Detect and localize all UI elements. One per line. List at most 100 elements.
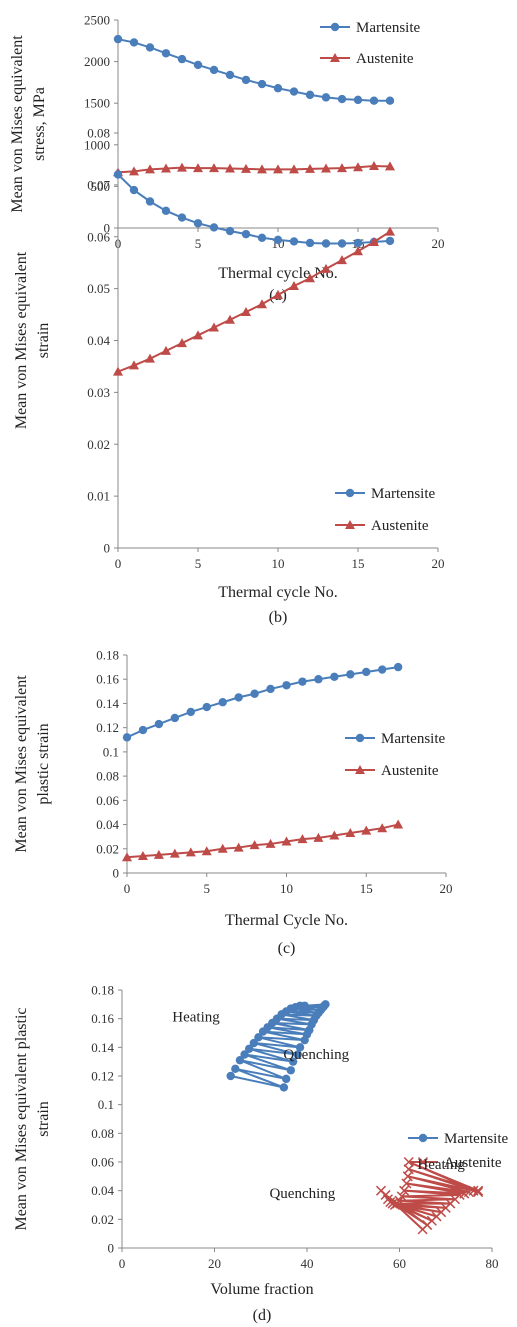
legend-label: Martensite <box>356 20 420 36</box>
legend-label: Martensite <box>371 486 435 502</box>
data-point <box>279 1083 289 1092</box>
data-point <box>385 236 395 246</box>
x-tick-label: 0 <box>119 1256 126 1271</box>
legend-marker <box>355 733 365 743</box>
data-point <box>225 314 235 324</box>
x-tick-label: 15 <box>352 556 365 571</box>
chart-d: 0 0.02 0.04 0.06 0.08 0.1 0.12 0.14 0.16 0.18 0 20 4… <box>13 983 508 1325</box>
series-line <box>117 165 391 174</box>
y-tick-label: 0.03 <box>87 385 110 400</box>
data-point <box>353 246 363 256</box>
x-tick-label: 20 <box>432 236 445 251</box>
x-tick-label: 15 <box>360 881 373 896</box>
data-point <box>281 1074 291 1084</box>
data-point <box>137 851 148 861</box>
data-point <box>321 1000 330 1009</box>
data-point <box>265 838 276 848</box>
data-point <box>113 366 123 376</box>
series-line <box>126 823 399 859</box>
legend-marker <box>330 22 340 32</box>
data-point <box>209 163 219 173</box>
y-tick-label: 0.12 <box>91 1069 114 1084</box>
series-line <box>126 666 399 739</box>
data-point <box>305 90 315 100</box>
y-tick-label: 0.05 <box>87 281 110 296</box>
y-tick-label: 0.1 <box>103 744 119 759</box>
data-point <box>234 693 243 702</box>
data-point <box>161 345 171 355</box>
data-point <box>145 43 155 52</box>
data-point <box>369 236 379 246</box>
series-line <box>117 230 391 373</box>
data-point <box>177 213 187 222</box>
data-point <box>169 848 180 858</box>
data-point <box>337 255 347 265</box>
data-point <box>314 675 323 684</box>
series-austenite <box>122 819 404 862</box>
annotation-label: Quenching <box>269 1186 335 1202</box>
series-martensite <box>122 662 403 742</box>
series-line <box>117 38 390 102</box>
y-tick-label: 1000 <box>84 137 110 152</box>
y-tick-label: 0.06 <box>87 229 110 244</box>
data-point <box>273 235 283 245</box>
data-point <box>369 96 379 105</box>
y-axis-label: Mean von Mises equivalent plastic <box>13 1007 30 1230</box>
data-point <box>266 684 275 694</box>
data-point <box>129 38 139 47</box>
legend-marker <box>418 1133 428 1143</box>
chart-c: 0 0.02 0.04 0.06 0.08 0.1 0.12 0.14 0.16 0.18 0 5 10… <box>13 648 453 958</box>
data-point <box>122 733 132 742</box>
data-point <box>305 273 315 283</box>
x-tick-label: 20 <box>432 556 445 571</box>
data-point <box>330 672 339 681</box>
data-point <box>257 79 267 89</box>
data-point <box>281 836 292 846</box>
y-axis-label: strain <box>35 1101 52 1137</box>
data-point <box>289 281 299 291</box>
y-tick-label: 0.08 <box>91 1126 114 1141</box>
data-point <box>217 843 228 853</box>
legend-label: Martensite <box>381 731 445 747</box>
series-martensite <box>113 34 395 105</box>
legend-label: Austenite <box>371 518 429 534</box>
data-point <box>257 299 267 309</box>
data-point <box>473 1185 484 1196</box>
x-axis-label: Volume fraction <box>210 1281 313 1298</box>
legend-marker <box>330 53 340 62</box>
data-point <box>170 713 180 723</box>
data-point <box>377 823 388 833</box>
data-point <box>218 698 227 707</box>
data-point <box>240 1050 249 1059</box>
data-point <box>145 197 155 206</box>
y-tick-label: 2000 <box>84 54 110 69</box>
y-tick-label: 0 <box>104 541 111 556</box>
data-point <box>129 166 139 176</box>
data-point <box>254 1033 263 1042</box>
data-point <box>209 322 219 332</box>
y-tick-label: 0.18 <box>96 648 119 663</box>
x-tick-label: 5 <box>204 881 211 896</box>
y-tick-label: 0 <box>113 866 120 881</box>
data-point <box>273 289 283 299</box>
data-point <box>321 93 331 102</box>
data-point <box>289 164 299 174</box>
y-tick-label: 0.14 <box>96 696 119 711</box>
legend-label: Austenite <box>444 1155 502 1171</box>
data-point <box>329 830 340 840</box>
data-point <box>337 163 347 173</box>
chart-caption: (c) <box>278 940 296 957</box>
data-point <box>346 670 355 679</box>
y-tick-label: 0.08 <box>96 769 119 784</box>
data-point <box>305 238 315 248</box>
x-tick-label: 20 <box>440 881 453 896</box>
chart-b: 0 0.01 0.02 0.03 0.04 0.05 0.06 0.07 0.08 0 5 10 15 2… <box>13 126 445 627</box>
data-point <box>145 353 155 363</box>
data-point <box>249 840 260 850</box>
data-point <box>385 226 395 236</box>
series-austenite <box>113 161 395 177</box>
y-tick-label: 0.14 <box>91 1040 114 1055</box>
data-point <box>241 306 251 316</box>
data-point <box>113 34 123 44</box>
annotation-label: Quenching <box>283 1047 349 1063</box>
